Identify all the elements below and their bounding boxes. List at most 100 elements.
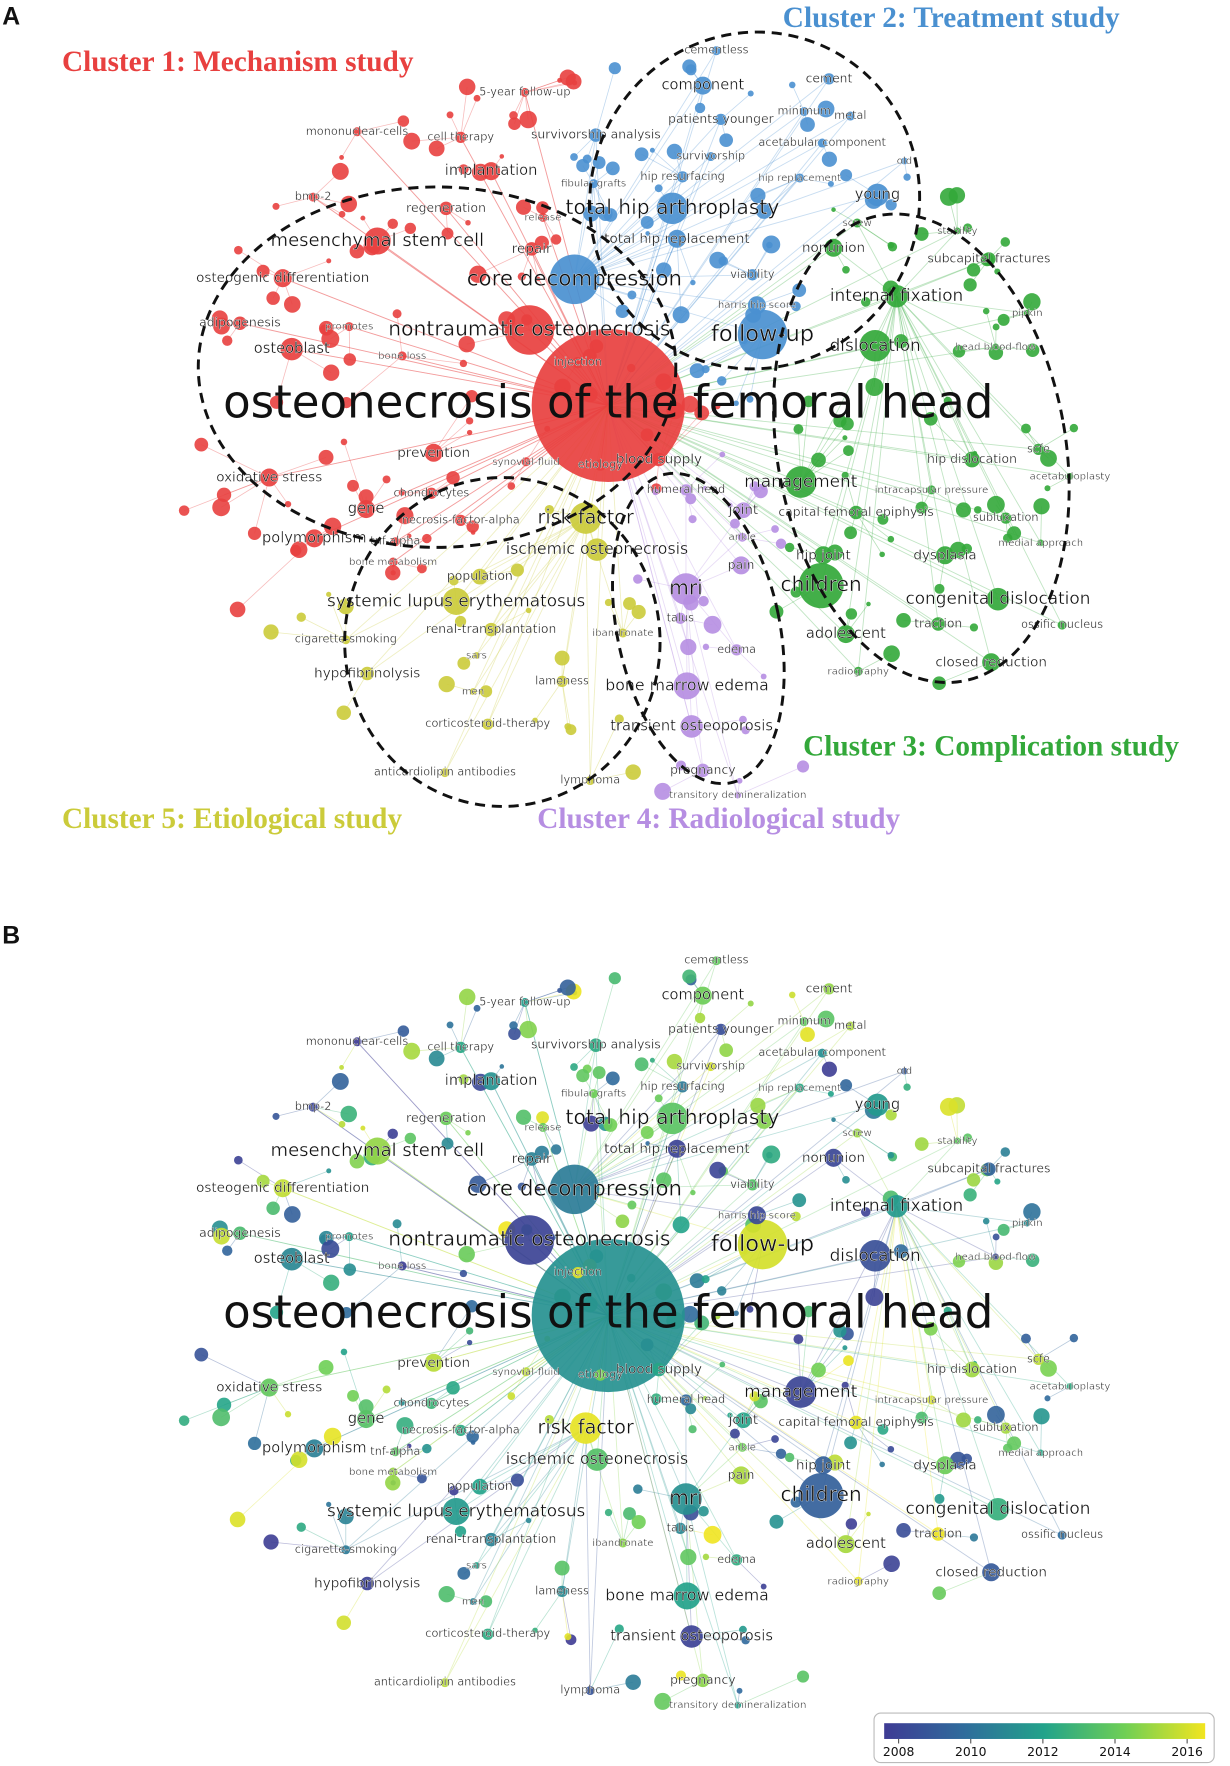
- node: [893, 334, 908, 349]
- node: [614, 1624, 624, 1634]
- node: [256, 264, 270, 278]
- node: [194, 1347, 209, 1362]
- node: [706, 152, 716, 162]
- node: [694, 102, 706, 114]
- edge: [947, 1310, 973, 1370]
- node-label: subluxation: [973, 511, 1039, 524]
- node: [688, 1425, 697, 1434]
- node: [771, 1435, 779, 1443]
- node: [675, 1670, 687, 1681]
- edge: [742, 528, 776, 538]
- edge: [742, 1438, 776, 1448]
- node: [733, 400, 739, 407]
- node: [422, 533, 432, 544]
- edge: [585, 518, 591, 781]
- node: [499, 154, 505, 159]
- edge: [574, 85, 704, 280]
- node: [652, 1398, 659, 1406]
- edge: [896, 296, 939, 625]
- node: [323, 1274, 340, 1291]
- node: [263, 1534, 279, 1550]
- node: [689, 363, 705, 379]
- node: [735, 1412, 752, 1429]
- node-label: metal: [834, 109, 866, 122]
- node: [194, 437, 209, 452]
- node: [717, 376, 727, 386]
- node: [788, 81, 796, 89]
- node-label: closed reduction: [935, 1564, 1047, 1580]
- node: [338, 210, 346, 218]
- node: [570, 1063, 578, 1071]
- node: [554, 650, 570, 666]
- node: [790, 1496, 802, 1508]
- node: [569, 502, 602, 534]
- node: [799, 106, 809, 117]
- edge: [685, 589, 693, 727]
- node: [473, 1004, 481, 1012]
- node: [544, 504, 554, 515]
- nodes: [178, 46, 1079, 1710]
- node: [987, 495, 1005, 514]
- node: [556, 1585, 568, 1598]
- node: [760, 1583, 767, 1590]
- node-label: talus: [667, 611, 695, 624]
- edge: [608, 1315, 1063, 1536]
- edge: [607, 405, 992, 663]
- node-label: chondrocytes: [394, 486, 470, 499]
- node: [791, 301, 801, 312]
- node-label: internal fixation: [830, 285, 963, 305]
- edge: [433, 395, 473, 453]
- node: [964, 1361, 980, 1378]
- edge: [985, 1221, 997, 1258]
- node: [178, 1415, 190, 1426]
- node: [719, 1043, 734, 1058]
- node: [604, 598, 613, 607]
- node: [398, 489, 406, 496]
- node: [469, 688, 477, 695]
- node: [608, 972, 621, 985]
- node: [1044, 1395, 1051, 1402]
- edge: [1038, 427, 1075, 450]
- tick-label: 2014: [1099, 1745, 1131, 1759]
- node: [466, 520, 479, 533]
- node-label: pipkin: [1012, 308, 1043, 319]
- node: [784, 1452, 795, 1463]
- node: [666, 1053, 683, 1070]
- node-label: promotes: [325, 322, 373, 333]
- node: [836, 625, 855, 644]
- edge: [472, 517, 587, 692]
- node-label: systemic lupus erythematosus: [327, 590, 585, 610]
- node: [605, 1071, 620, 1086]
- edge: [685, 454, 723, 491]
- node-label: component: [661, 77, 744, 94]
- node: [719, 451, 726, 458]
- node: [926, 485, 936, 495]
- node-label: mononuclear-cells: [306, 1035, 409, 1048]
- node-label: survivorship analysis: [531, 1038, 661, 1052]
- edge: [477, 1158, 532, 1185]
- node: [510, 1473, 524, 1487]
- node: [340, 438, 348, 446]
- node-label: bone marrow edema: [605, 1585, 769, 1604]
- node-label: men: [462, 687, 485, 698]
- node: [538, 1122, 548, 1132]
- node-label: release: [524, 212, 561, 223]
- node-label: injection: [554, 356, 602, 369]
- node: [1023, 309, 1031, 317]
- node: [425, 1397, 438, 1409]
- node: [623, 1507, 636, 1520]
- node: [746, 1179, 759, 1191]
- node: [457, 1566, 471, 1580]
- node: [321, 330, 340, 348]
- node: [879, 551, 885, 558]
- node: [510, 563, 524, 577]
- node-label: viability: [730, 268, 775, 281]
- node: [247, 1436, 262, 1451]
- color-bar: [884, 1723, 1206, 1739]
- edge: [574, 119, 722, 280]
- edge: [939, 661, 992, 684]
- node: [935, 1456, 955, 1475]
- node: [934, 1493, 945, 1504]
- node-label: old: [897, 1066, 912, 1077]
- node: [1040, 1359, 1057, 1377]
